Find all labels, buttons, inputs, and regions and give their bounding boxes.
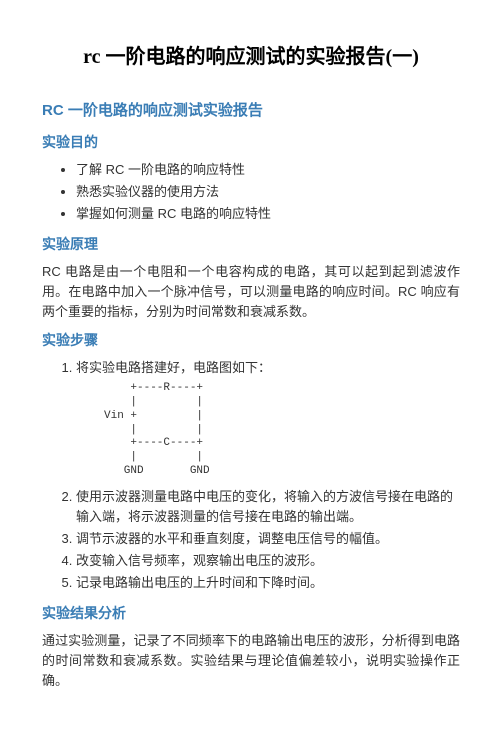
list-item: 掌握如何测量 RC 电路的响应特性 (76, 204, 460, 224)
step-text: 将实验电路搭建好，电路图如下： (76, 360, 271, 375)
list-item: 记录电路输出电压的上升时间和下降时间。 (76, 573, 460, 593)
list-item: 熟悉实验仪器的使用方法 (76, 182, 460, 202)
section-heading-main: RC 一阶电路的响应测试实验报告 (42, 99, 460, 122)
steps-list: 将实验电路搭建好，电路图如下： +----R----+ | | Vin + | … (42, 358, 460, 593)
section-heading-purpose: 实验目的 (42, 132, 460, 154)
results-paragraph: 通过实验测量，记录了不同频率下的电路输出电压的波形，分析得到电路的时间常数和衰减… (42, 631, 460, 691)
section-heading-results: 实验结果分析 (42, 603, 460, 625)
section-heading-principle: 实验原理 (42, 234, 460, 256)
list-item: 了解 RC 一阶电路的响应特性 (76, 160, 460, 180)
list-item: 将实验电路搭建好，电路图如下： +----R----+ | | Vin + | … (76, 358, 460, 478)
page-title: rc 一阶电路的响应测试的实验报告(一) (42, 42, 460, 73)
section-heading-steps: 实验步骤 (42, 330, 460, 352)
principle-paragraph: RC 电路是由一个电阻和一个电容构成的电路，其可以起到起到滤波作用。在电路中加入… (42, 262, 460, 322)
list-item: 使用示波器测量电路中电压的变化，将输入的方波信号接在电路的输入端，将示波器测量的… (76, 487, 460, 527)
circuit-diagram: +----R----+ | | Vin + | | | +----C----+ … (104, 382, 460, 478)
purpose-list: 了解 RC 一阶电路的响应特性 熟悉实验仪器的使用方法 掌握如何测量 RC 电路… (42, 160, 460, 224)
list-item: 改变输入信号频率，观察输出电压的波形。 (76, 551, 460, 571)
list-item: 调节示波器的水平和垂直刻度，调整电压信号的幅值。 (76, 529, 460, 549)
